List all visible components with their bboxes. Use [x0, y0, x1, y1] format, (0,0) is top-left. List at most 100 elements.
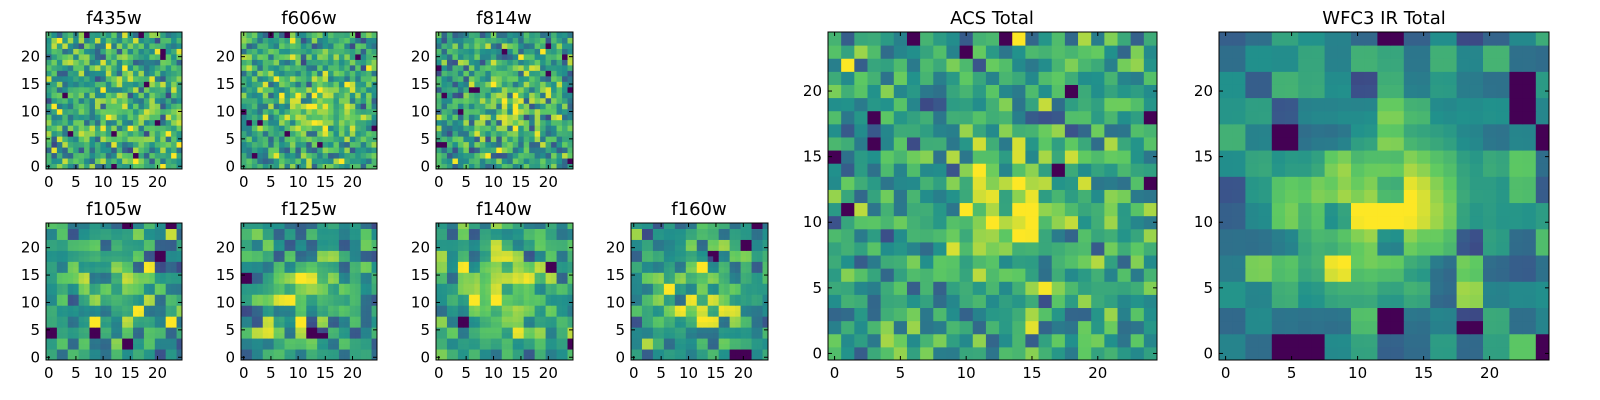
- heatmap-cell: [138, 349, 145, 356]
- heatmap-cell: [468, 266, 475, 273]
- heatmap-cell: [529, 152, 536, 159]
- x-tick-label: 10: [679, 364, 698, 382]
- heatmap-cell: [279, 108, 286, 115]
- heatmap-cell: [490, 37, 497, 44]
- heatmap-cell: [78, 136, 85, 143]
- heatmap-cell: [176, 125, 183, 132]
- heatmap-cell: [176, 294, 183, 301]
- heatmap-cell: [474, 272, 481, 279]
- heatmap-cell: [46, 283, 52, 290]
- heatmap-cell: [246, 97, 253, 104]
- heatmap-cell: [333, 305, 340, 312]
- heatmap-cell: [328, 97, 334, 104]
- heatmap-cell: [691, 332, 698, 339]
- heatmap-cell: [355, 147, 362, 154]
- heatmap-cell: [127, 266, 134, 273]
- heatmap-cell: [463, 92, 470, 99]
- heatmap-cell: [67, 163, 74, 170]
- heatmap-cell: [485, 97, 492, 104]
- heatmap-cell: [999, 215, 1013, 230]
- heatmap-cell: [713, 316, 720, 323]
- heatmap-cell: [669, 283, 676, 290]
- heatmap-cell: [289, 97, 296, 104]
- heatmap-cell: [452, 130, 459, 137]
- heatmap-cell: [507, 97, 514, 104]
- heatmap-cell: [317, 92, 324, 99]
- heatmap-cell: [507, 288, 514, 295]
- heatmap-cell: [366, 48, 373, 55]
- heatmap-cell: [176, 255, 183, 262]
- heatmap-cell: [933, 228, 947, 243]
- heatmap-cell: [1012, 255, 1026, 269]
- heatmap-cell: [446, 158, 453, 165]
- heatmap-cell: [333, 32, 340, 38]
- heatmap-cell: [262, 261, 269, 268]
- heatmap-cell: [171, 299, 178, 306]
- heatmap-cell: [138, 92, 145, 99]
- heatmap-cell: [165, 97, 172, 104]
- heatmap-cell: [751, 310, 758, 317]
- heatmap-cell: [78, 327, 85, 334]
- heatmap-cell: [111, 158, 118, 165]
- heatmap-cell: [529, 42, 536, 49]
- heatmap-cell: [946, 320, 961, 335]
- heatmap-cell: [468, 114, 475, 121]
- heatmap-cell: [828, 281, 842, 295]
- heatmap-cell: [94, 321, 101, 328]
- heatmap-cell: [999, 241, 1013, 256]
- heatmap-cell: [78, 32, 85, 38]
- heatmap-cell: [176, 103, 183, 110]
- heatmap-cell: [94, 283, 101, 290]
- heatmap-cell: [355, 272, 362, 279]
- heatmap-cell: [452, 81, 459, 88]
- heatmap-cell: [262, 97, 269, 104]
- heatmap-cell: [284, 255, 291, 262]
- heatmap-cell: [518, 86, 525, 93]
- x-tick-label: 15: [706, 364, 725, 382]
- heatmap-cell: [479, 130, 486, 137]
- heatmap-cell: [328, 103, 334, 110]
- heatmap-cell: [344, 316, 351, 323]
- heatmap-cell: [436, 266, 442, 273]
- heatmap-cell: [279, 163, 286, 170]
- heatmap-cell: [251, 163, 258, 170]
- heatmap-cell: [241, 141, 247, 148]
- heatmap-cell: [762, 321, 769, 328]
- heatmap-cell: [160, 81, 167, 88]
- heatmap-cell: [1130, 307, 1145, 322]
- heatmap-cell: [474, 48, 481, 55]
- heatmap-cell: [241, 321, 247, 328]
- heatmap-cell: [551, 316, 558, 323]
- heatmap-cell: [154, 343, 161, 350]
- heatmap-cell: [959, 346, 974, 361]
- heatmap-cell: [111, 316, 118, 323]
- heatmap-cell: [122, 223, 129, 229]
- heatmap-cell: [322, 152, 329, 159]
- heatmap-cell: [496, 332, 503, 339]
- heatmap-cell: [529, 244, 536, 251]
- heatmap-cell: [143, 250, 150, 257]
- heatmap-cell: [89, 239, 96, 246]
- heatmap-cell: [468, 255, 475, 262]
- heatmap-cell: [441, 97, 448, 104]
- heatmap-cell: [89, 114, 96, 121]
- heatmap-cell: [241, 103, 247, 110]
- heatmap-cell: [338, 130, 345, 137]
- heatmap-cell: [149, 114, 156, 121]
- heatmap-cell: [463, 310, 470, 317]
- heatmap-cell: [446, 92, 453, 99]
- heatmap-cell: [111, 130, 118, 137]
- heatmap-cell: [295, 239, 302, 246]
- heatmap-cell: [490, 119, 497, 126]
- heatmap-cell: [257, 228, 264, 235]
- heatmap-cell: [685, 277, 692, 284]
- heatmap-cell: [284, 37, 291, 44]
- x-tick-label: 15: [511, 173, 530, 191]
- heatmap-cell: [501, 354, 508, 361]
- heatmap-cell: [338, 327, 345, 334]
- heatmap-cell: [523, 163, 530, 170]
- heatmap-cell: [268, 108, 275, 115]
- heatmap-cell: [479, 92, 486, 99]
- heatmap-cell: [691, 239, 698, 246]
